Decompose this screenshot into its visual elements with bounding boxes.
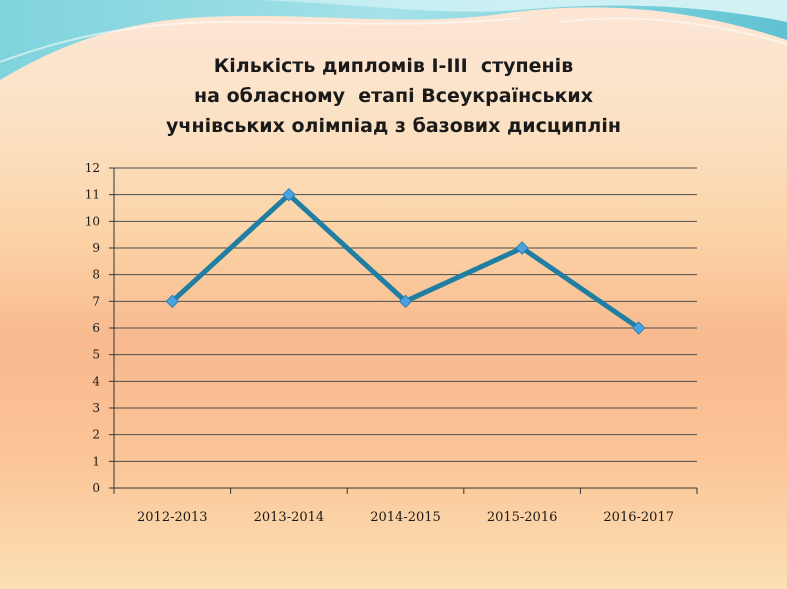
data-point-marker [398,294,413,309]
data-series [165,187,646,335]
y-tick-label: 12 [85,161,100,175]
data-point-marker [165,294,180,309]
chart-title-line-2: на обласному етапі Всеукраїнських [194,85,593,107]
x-tick-label: 2016-2017 [603,510,674,525]
x-tick-label: 2013-2014 [254,510,325,525]
x-tick-label: 2014-2015 [370,510,441,525]
chart-title-line-3: учнівських олімпіад з базових дисциплін [166,115,621,137]
y-tick-label: 7 [92,294,100,308]
decorative-wave-banner [0,0,787,80]
chart-title-line-1: Кількість дипломів І-ІІІ ступенів [213,55,574,77]
y-tick-label: 10 [85,214,100,228]
x-tick-label: 2012-2013 [137,510,208,525]
y-tick-label: 4 [92,374,100,388]
axes [109,167,698,494]
y-tick-label: 5 [92,348,100,362]
y-tick-label: 2 [92,428,100,442]
data-point-marker [282,187,296,202]
y-tick-label: 1 [92,454,100,468]
y-tick-label: 9 [92,241,100,255]
y-tick-label: 11 [85,188,100,202]
gridlines [114,167,697,462]
data-point-marker [515,241,529,255]
y-tick-label: 8 [92,268,100,282]
data-point-marker [631,321,646,335]
y-tick-label: 3 [92,401,100,415]
x-tick-labels: 2012-2013 2013-2014 2014-2015 2015-2016 2016… [137,510,674,525]
y-tick-label: 0 [92,481,100,495]
x-tick-label: 2015-2016 [487,510,558,525]
y-tick-label: 6 [92,321,100,335]
